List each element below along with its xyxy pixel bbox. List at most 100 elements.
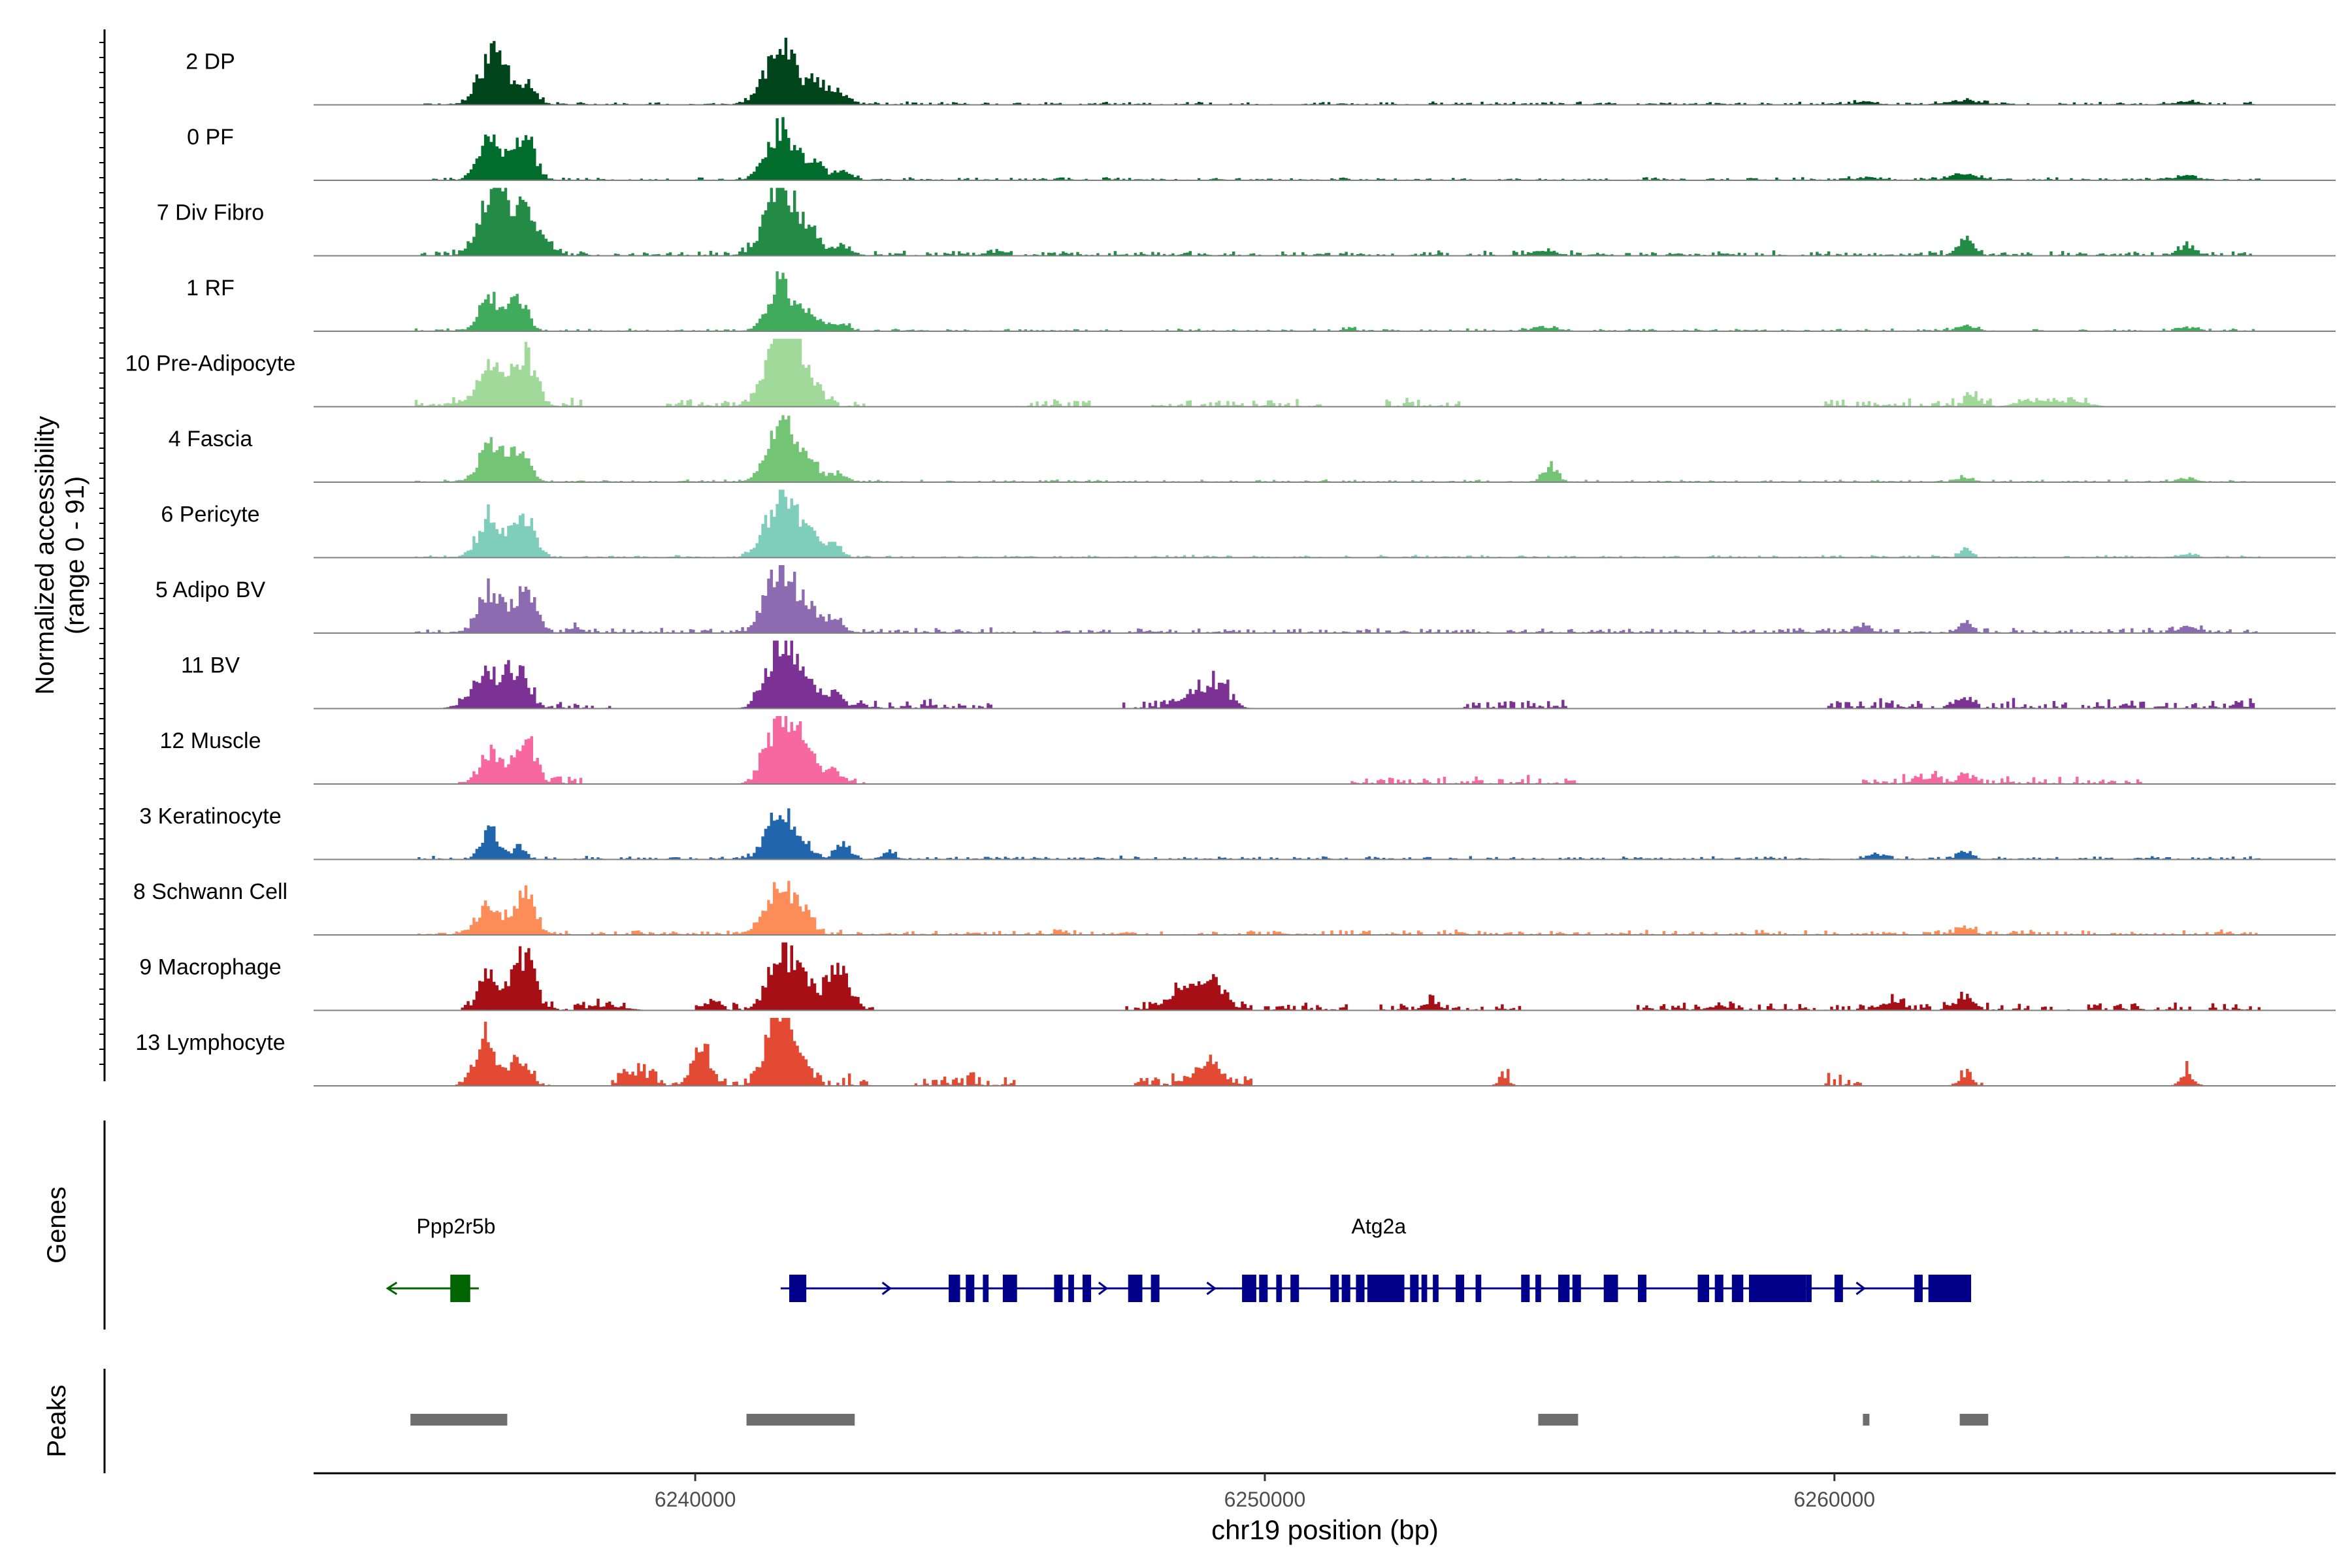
coverage-area-path (314, 565, 2336, 633)
coverage-track: 0 PF (187, 117, 2336, 181)
gene-exon (1558, 1275, 1570, 1302)
gene-model: Atg2a (780, 1215, 1972, 1302)
gene-exon (1928, 1275, 1972, 1302)
gene-exon (1433, 1275, 1439, 1302)
coverage-track: 13 Lymphocyte (135, 1018, 2336, 1086)
coverage-ylabel-line1: Normalized accessibility (31, 416, 59, 695)
coverage-track: 10 Pre-Adipocyte (125, 338, 2336, 408)
genes-panel: Ppp2r5b Atg2a (385, 1215, 1972, 1302)
coverage-track: 5 Adipo BV (155, 565, 2336, 634)
coverage-track: 1 RF (186, 271, 2336, 332)
gene-exon (1475, 1275, 1482, 1302)
coverage-area-path (314, 716, 2336, 784)
gene-exon (1731, 1275, 1744, 1302)
x-axis-label: chr19 position (bp) (1211, 1514, 1439, 1545)
coverage-area-path (314, 338, 2336, 407)
coverage-track: 7 Div Fibro (157, 188, 2336, 257)
coverage-area-path (314, 415, 2336, 482)
coverage-area-path (314, 188, 2336, 256)
gene-exon (1276, 1275, 1282, 1302)
track-label: 9 Macrophage (139, 955, 281, 980)
gene-exon (1341, 1275, 1350, 1302)
track-label: 2 DP (186, 50, 235, 74)
track-label: 12 Muscle (160, 728, 261, 753)
track-label: 11 BV (181, 653, 240, 678)
gene-exon (1082, 1275, 1092, 1302)
coverage-area-path (314, 489, 2336, 558)
peak-region (746, 1414, 855, 1426)
peaks-label: Peaks (42, 1384, 71, 1457)
gene-exon (1068, 1275, 1074, 1302)
coverage-track: 11 BV (181, 640, 2336, 710)
gene-exon (966, 1275, 975, 1302)
peaks-panel (410, 1414, 1989, 1426)
gene-exon (1535, 1275, 1541, 1302)
strand-arrow (1855, 1281, 1866, 1296)
track-label: 10 Pre-Adipocyte (125, 351, 296, 376)
gene-exon (1638, 1275, 1647, 1302)
gene-exon (949, 1275, 960, 1302)
gene-model: Ppp2r5b (385, 1215, 495, 1302)
gene-exon (1456, 1275, 1465, 1302)
coverage-y-ticks (99, 42, 105, 1065)
coverage-track: 3 Keratinocyte (139, 804, 2336, 860)
coverage-track: 9 Macrophage (139, 942, 2336, 1011)
gene-exon (1572, 1275, 1581, 1302)
gene-exon (1002, 1275, 1017, 1302)
x-axis-ticks: 6240000 6250000 6260000 (655, 1473, 1875, 1511)
coverage-track: 2 DP (186, 37, 2336, 106)
gene-exon (1697, 1275, 1709, 1302)
gene-exon (1914, 1275, 1923, 1302)
coverage-area-path (314, 881, 2336, 935)
gene-exon (1421, 1275, 1428, 1302)
gene-exon (1242, 1275, 1256, 1302)
track-label: 4 Fascia (169, 427, 253, 451)
coverage-track: 12 Muscle (160, 716, 2336, 785)
x-tick-label: 6250000 (1224, 1488, 1306, 1511)
strand-arrow (1206, 1281, 1217, 1296)
gene-name-label: Atg2a (1352, 1215, 1407, 1238)
track-label: 8 Schwann Cell (133, 879, 287, 904)
track-label: 5 Adipo BV (155, 578, 266, 602)
gene-exon (1054, 1275, 1063, 1302)
gene-exon (983, 1275, 989, 1302)
gene-exon (1410, 1275, 1419, 1302)
coverage-area-path (314, 942, 2336, 1011)
gene-exon (1367, 1275, 1405, 1302)
coverage-area-path (314, 640, 2336, 709)
track-label: 1 RF (186, 276, 235, 301)
track-label: 6 Pericyte (161, 502, 259, 527)
gene-exon (1290, 1275, 1299, 1302)
gene-exon (1259, 1275, 1268, 1302)
peak-region (1863, 1414, 1870, 1426)
strand-arrow (881, 1281, 892, 1296)
coverage-area-path (314, 37, 2336, 105)
gene-exon (1128, 1275, 1143, 1302)
coverage-area-path (314, 271, 2336, 331)
gene-exon (1806, 1275, 1812, 1302)
coverage-track: 4 Fascia (169, 415, 2336, 483)
gene-exon (1834, 1275, 1843, 1302)
track-label: 7 Div Fibro (157, 201, 264, 225)
track-label: 0 PF (187, 125, 234, 150)
genes-label: Genes (42, 1186, 71, 1264)
coverage-track: 8 Schwann Cell (133, 879, 2336, 936)
strand-arrow (1098, 1281, 1109, 1296)
x-tick-label: 6240000 (655, 1488, 736, 1511)
gene-exon (1749, 1275, 1806, 1302)
gene-exon (1151, 1275, 1160, 1302)
gene-exon (1714, 1275, 1723, 1302)
gene-exon (789, 1275, 807, 1302)
coverage-panel: 2 DP 0 PF 7 Div Fibro 1 RF 10 Pre-Adipocyte 4… (125, 37, 2336, 1086)
coverage-area-path (314, 117, 2336, 180)
gene-exon (1603, 1275, 1618, 1302)
gene-exon (1521, 1275, 1530, 1302)
gene-exon (450, 1275, 470, 1302)
gene-exon (1356, 1275, 1365, 1302)
gene-name-label: Ppp2r5b (416, 1215, 495, 1238)
x-tick-label: 6260000 (1793, 1488, 1875, 1511)
coverage-ylabel-line2: (range 0 - 91) (61, 476, 90, 634)
peak-region (1959, 1414, 1989, 1426)
peak-region (1538, 1414, 1578, 1426)
